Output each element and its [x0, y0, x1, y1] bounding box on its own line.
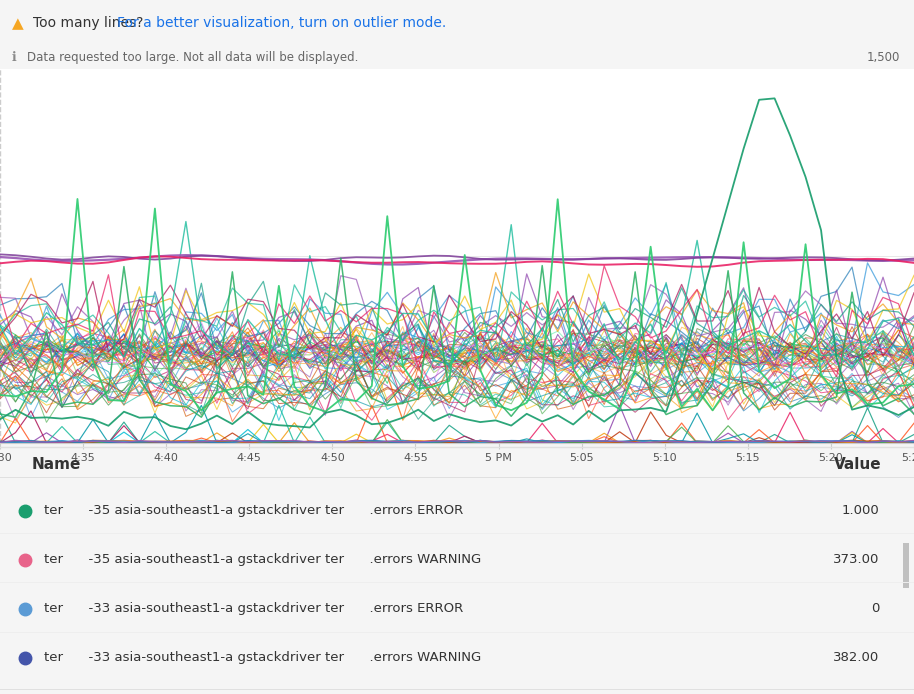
Text: Value: Value — [834, 457, 882, 472]
Text: Data requested too large. Not all data will be displayed.: Data requested too large. Not all data w… — [27, 51, 359, 64]
Text: ter      -33 asia-southeast1-a gstackdriver ter      .errors ERROR: ter -33 asia-southeast1-a gstackdriver t… — [44, 602, 463, 615]
Text: 1,500: 1,500 — [866, 51, 900, 64]
Text: For a better visualization, turn on outlier mode.: For a better visualization, turn on outl… — [117, 16, 446, 30]
Text: ter      -35 asia-southeast1-a gstackdriver ter      .errors WARNING: ter -35 asia-southeast1-a gstackdriver t… — [44, 553, 481, 566]
Text: 1.000: 1.000 — [842, 504, 879, 517]
Text: Too many lines?: Too many lines? — [33, 16, 148, 30]
Text: ter      -35 asia-southeast1-a gstackdriver ter      .errors ERROR: ter -35 asia-southeast1-a gstackdriver t… — [44, 504, 463, 517]
Text: 373.00: 373.00 — [833, 553, 879, 566]
Bar — [903, 543, 909, 589]
Text: ▲: ▲ — [12, 16, 24, 31]
Text: 0: 0 — [871, 602, 879, 615]
Text: 382.00: 382.00 — [833, 651, 879, 664]
Text: Name: Name — [32, 457, 81, 472]
Text: ter      -33 asia-southeast1-a gstackdriver ter      .errors WARNING: ter -33 asia-southeast1-a gstackdriver t… — [44, 651, 481, 664]
Text: ℹ: ℹ — [12, 51, 16, 64]
